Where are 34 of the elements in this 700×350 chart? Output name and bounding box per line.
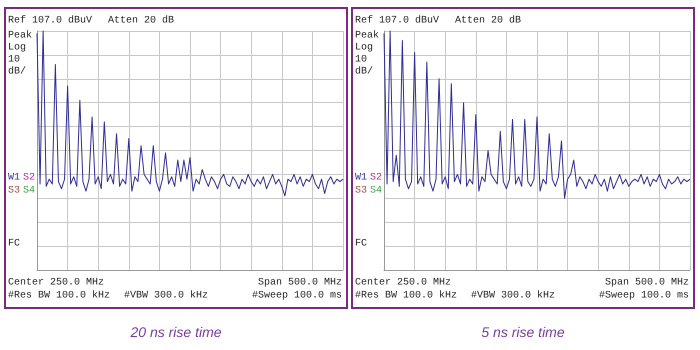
text: dB/ <box>355 66 374 78</box>
text: 5 ns rise time <box>481 324 565 340</box>
text: Ref 107.0 dBuV <box>8 14 92 26</box>
text: Span 500.0 MHz <box>604 278 689 288</box>
text: S4 <box>370 186 382 196</box>
text: #Sweep 100.0 ms <box>252 290 342 302</box>
text: S2 <box>23 172 36 184</box>
text: W1 <box>355 172 368 184</box>
text: 10 <box>8 54 20 66</box>
text: S3 <box>355 186 368 196</box>
text: S4 <box>23 186 36 196</box>
text: Atten 20 dB <box>108 14 174 26</box>
text: #Res BW 100.0 kHz <box>8 290 110 302</box>
text: FC <box>355 238 368 250</box>
text: W1 <box>8 172 20 184</box>
text: Peak <box>355 30 380 42</box>
text: #Sweep 100.0 ms <box>598 290 689 302</box>
text: Log <box>355 42 374 54</box>
text: Ref 107.0 dBuV <box>355 14 440 26</box>
text: FC <box>8 238 20 250</box>
text: Span 500.0 MHz <box>258 278 342 288</box>
text: S2 <box>370 172 382 184</box>
text: #Res BW 100.0 kHz <box>355 290 458 302</box>
text: #VBW 300.0 kHz <box>471 290 556 302</box>
text: 20 ns rise time <box>129 324 222 340</box>
text: S3 <box>8 186 20 196</box>
text: 10 <box>355 54 368 66</box>
text: Atten 20 dB <box>455 14 522 26</box>
text: Peak <box>8 30 32 42</box>
text: Center 250.0 MHz <box>355 278 452 288</box>
text: Log <box>8 42 26 54</box>
text: dB/ <box>8 66 26 78</box>
text: #VBW 300.0 kHz <box>124 290 208 302</box>
text: Center 250.0 MHz <box>8 278 104 288</box>
